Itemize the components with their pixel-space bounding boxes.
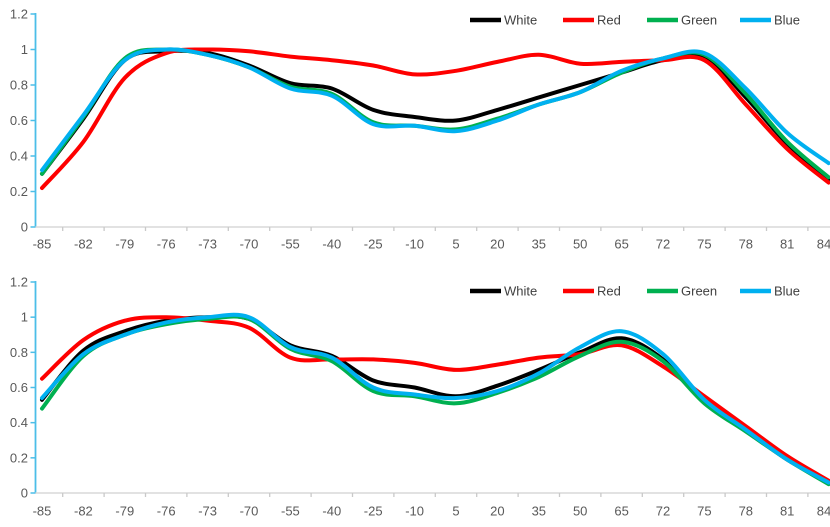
top-chart-series-green-line <box>40 47 830 180</box>
top-chart-y-tick-label: 0.6 <box>10 113 28 128</box>
bottom-chart-x-tick-label: -55 <box>281 504 300 519</box>
chart-top: 0 0.2 0.4 0.6 0.8 1 1.2 -85 -82 -79 -76 -73 -70 -55 -4… <box>0 0 830 263</box>
top-chart-series-red-line <box>40 47 830 190</box>
top-chart-x-tick-label: 72 <box>656 237 670 252</box>
bottom-chart-x-tick-label: -25 <box>364 504 383 519</box>
bottom-chart-series-blue-line <box>40 312 830 485</box>
bottom-chart-x-tick-label: 72 <box>656 504 670 519</box>
top-chart-x-tick-label: -55 <box>281 237 300 252</box>
top-chart-y-tick-label: 1 <box>21 42 28 57</box>
chart-bottom: 0 0.2 0.4 0.6 0.8 1 1.2 -85 -82 -79 -76 -73 -70 -55 -4… <box>0 263 830 527</box>
top-chart-y-tick-label: 0.4 <box>10 149 28 164</box>
top-chart-y-tick-label: 0.8 <box>10 78 28 93</box>
bottom-chart-x-tick-label: -73 <box>198 504 217 519</box>
bottom-chart-y-tick-label: 0.6 <box>10 380 28 395</box>
top-chart-x-tick-label: -10 <box>405 237 424 252</box>
bottom-chart-x-tick-label: -85 <box>33 504 52 519</box>
bottom-chart-x-tick-label: -79 <box>115 504 134 519</box>
bottom-chart-x-tick-label: 65 <box>614 504 628 519</box>
top-chart-series-blue-line <box>40 47 830 173</box>
top-chart-x-tick-label: -85 <box>33 237 52 252</box>
bottom-chart-x-tick-label: 20 <box>490 504 504 519</box>
bottom-chart-y-tick-label: 0.4 <box>10 415 28 430</box>
top-chart-x-tick-label: -73 <box>198 237 217 252</box>
bottom-chart-y-tick-label: 1 <box>21 310 28 325</box>
legend-label-blue: Blue <box>774 284 800 299</box>
legend-label-white: White <box>504 284 537 299</box>
top-chart-y-tick-label: 0 <box>21 220 28 235</box>
top-chart-x-tick-label: -82 <box>74 237 93 252</box>
bottom-chart-x-tick-label: -76 <box>157 504 176 519</box>
top-chart-x-tick-label: 50 <box>573 237 587 252</box>
bottom-chart-x-tick-label: 78 <box>739 504 753 519</box>
bottom-chart-x-tick-label: 81 <box>780 504 794 519</box>
bottom-chart-x-tick-label: 84 <box>817 504 830 519</box>
bottom-chart-x-tick-label: -10 <box>405 504 424 519</box>
top-chart-x-tick-label: 20 <box>490 237 504 252</box>
top-chart-series-white-line <box>40 48 830 182</box>
top-chart-y-tick-label: 1.2 <box>10 7 28 22</box>
top-chart-x-tick-label: 78 <box>739 237 753 252</box>
bottom-chart-y-tick-label: 0 <box>21 486 28 501</box>
top-chart-plot: 0 0.2 0.4 0.6 0.8 1 1.2 -85 -82 -79 -76 -73 -70 -55 -4… <box>10 7 830 252</box>
top-chart-x-tick-label: 65 <box>614 237 628 252</box>
bottom-chart-x-tick-label: -40 <box>322 504 341 519</box>
legend-label-red: Red <box>597 13 621 28</box>
legend-label-blue: Blue <box>774 13 800 28</box>
bottom-chart-legend: White Red Green Blue <box>470 284 800 299</box>
bottom-chart-y-tick-label: 0.2 <box>10 450 28 465</box>
legend-label-red: Red <box>597 284 621 299</box>
bottom-chart-plot: 0 0.2 0.4 0.6 0.8 1 1.2 -85 -82 -79 -76 -73 -70 -55 -4… <box>10 275 830 519</box>
bottom-chart-y-tick-label: 1.2 <box>10 275 28 290</box>
top-chart-x-tick-label: -40 <box>322 237 341 252</box>
top-chart-x-tick-label: 84 <box>817 237 830 252</box>
top-chart-x-tick-label: 35 <box>532 237 546 252</box>
legend-label-white: White <box>504 13 537 28</box>
top-chart-x-tick-label: -76 <box>157 237 176 252</box>
top-chart-y-tick-label: 0.2 <box>10 184 28 199</box>
top-chart-x-tick-label: 5 <box>452 237 459 252</box>
top-chart-x-tick-label: -25 <box>364 237 383 252</box>
top-chart-x-tick-label: -70 <box>240 237 259 252</box>
top-chart-x-tick-label: 75 <box>697 237 711 252</box>
legend-label-green: Green <box>681 13 717 28</box>
top-chart-x-tick-label: 81 <box>780 237 794 252</box>
bottom-chart-x-tick-label: 35 <box>532 504 546 519</box>
bottom-chart-x-tick-label: -70 <box>240 504 259 519</box>
bottom-chart-x-tick-label: -82 <box>74 504 93 519</box>
bottom-chart-y-tick-label: 0.8 <box>10 345 28 360</box>
bottom-chart-x-tick-label: 50 <box>573 504 587 519</box>
legend-label-green: Green <box>681 284 717 299</box>
bottom-chart-x-tick-label: 5 <box>452 504 459 519</box>
bottom-chart-x-tick-label: 75 <box>697 504 711 519</box>
top-chart-x-tick-label: -79 <box>115 237 134 252</box>
top-chart-legend: White Red Green Blue <box>470 13 800 28</box>
